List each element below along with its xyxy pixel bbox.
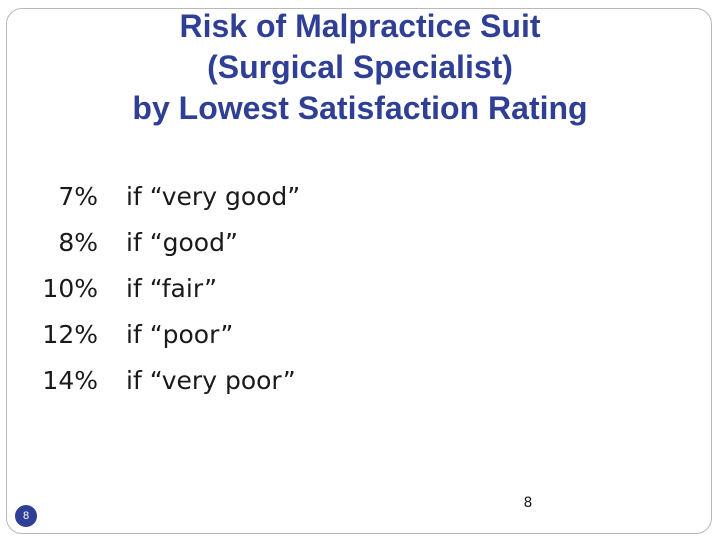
risk-row-very-good: 7% if “very good” — [0, 174, 720, 220]
title-line-3: by Lowest Satisfaction Rating — [132, 90, 588, 126]
risk-percent: 8% — [58, 228, 98, 257]
rating-condition: if “very poor” — [126, 366, 296, 395]
risk-list: 7% if “very good” 8% if “good” 10% if “f… — [0, 174, 720, 404]
risk-percent: 14% — [42, 366, 98, 395]
risk-percent: 12% — [42, 320, 98, 349]
risk-row-poor: 12% if “poor” — [0, 312, 720, 358]
title-line-1: Risk of Malpractice Suit — [179, 8, 541, 44]
slide-frame — [6, 8, 712, 534]
risk-percent: 10% — [42, 274, 98, 303]
risk-percent: 7% — [58, 182, 98, 211]
title-line-2: (Surgical Specialist) — [207, 49, 513, 85]
page-number: 8 — [523, 495, 533, 511]
rating-condition: if “fair” — [126, 274, 218, 303]
risk-row-fair: 10% if “fair” — [0, 266, 720, 312]
risk-row-good: 8% if “good” — [0, 220, 720, 266]
risk-row-very-poor: 14% if “very poor” — [0, 358, 720, 404]
rating-condition: if “poor” — [126, 320, 234, 349]
rating-condition: if “very good” — [126, 182, 301, 211]
slide-title: Risk of Malpractice Suit (Surgical Speci… — [0, 6, 720, 129]
slide-number-badge: 8 — [15, 505, 37, 527]
rating-condition: if “good” — [126, 228, 238, 257]
